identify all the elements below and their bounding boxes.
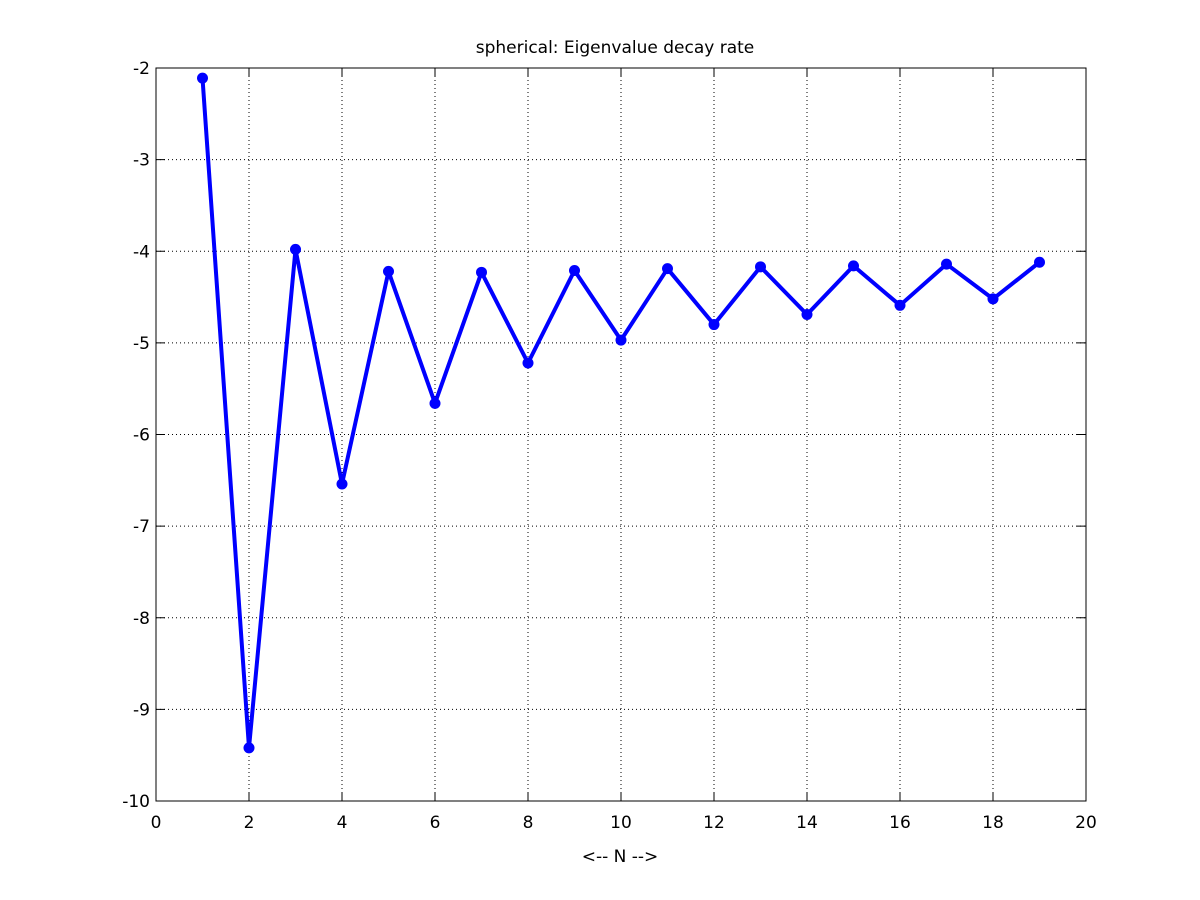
chart-title: spherical: Eigenvalue decay rate <box>476 38 755 58</box>
y-tick-label: -10 <box>122 792 150 812</box>
data-point <box>755 261 766 273</box>
data-point <box>894 299 906 311</box>
x-tick-label: 10 <box>610 813 632 833</box>
data-point <box>290 243 301 255</box>
data-point <box>476 266 487 278</box>
x-tick-label: 6 <box>430 813 441 833</box>
x-tick-label: 4 <box>337 813 348 833</box>
data-point <box>987 293 999 305</box>
data-point <box>662 263 673 275</box>
y-tick-label: -6 <box>133 426 150 446</box>
data-point <box>383 265 394 277</box>
y-tick-label: -9 <box>133 700 150 720</box>
data-point <box>522 357 534 369</box>
y-tick-label: -7 <box>133 517 150 537</box>
x-tick-label: 18 <box>982 813 1004 833</box>
data-point <box>243 742 255 754</box>
x-tick-label: 2 <box>244 813 255 833</box>
x-tick-label: 12 <box>703 813 725 833</box>
data-point <box>569 264 580 276</box>
series-layer <box>197 72 1045 754</box>
data-point <box>197 72 208 84</box>
y-tick-label: -3 <box>133 151 150 171</box>
y-tick-label: -5 <box>133 334 150 354</box>
x-tick-label: 8 <box>523 813 534 833</box>
data-point <box>429 397 441 409</box>
x-tick-label: 16 <box>889 813 911 833</box>
data-point <box>615 334 627 346</box>
x-axis-label: <-- N --> <box>582 847 659 867</box>
series-1 <box>197 72 1045 754</box>
x-tick-label: 14 <box>796 813 818 833</box>
y-tick-label: -4 <box>133 242 150 262</box>
x-tick-label: 20 <box>1075 813 1097 833</box>
data-point <box>801 308 813 320</box>
data-point <box>848 260 859 272</box>
data-point <box>336 478 348 490</box>
data-point <box>1034 256 1045 268</box>
x-tick-label: 0 <box>151 813 162 833</box>
x-tick-labels: 0 2 4 6 8 10 12 14 16 18 20 <box>151 813 1097 833</box>
data-point <box>941 258 952 270</box>
data-point <box>708 319 720 331</box>
y-tick-label: -2 <box>133 59 150 79</box>
y-tick-label: -8 <box>133 609 150 629</box>
plot-frame <box>155 67 1087 802</box>
y-tick-labels: -10 -9 -8 -7 -6 -5 -4 -3 -2 <box>122 59 150 812</box>
